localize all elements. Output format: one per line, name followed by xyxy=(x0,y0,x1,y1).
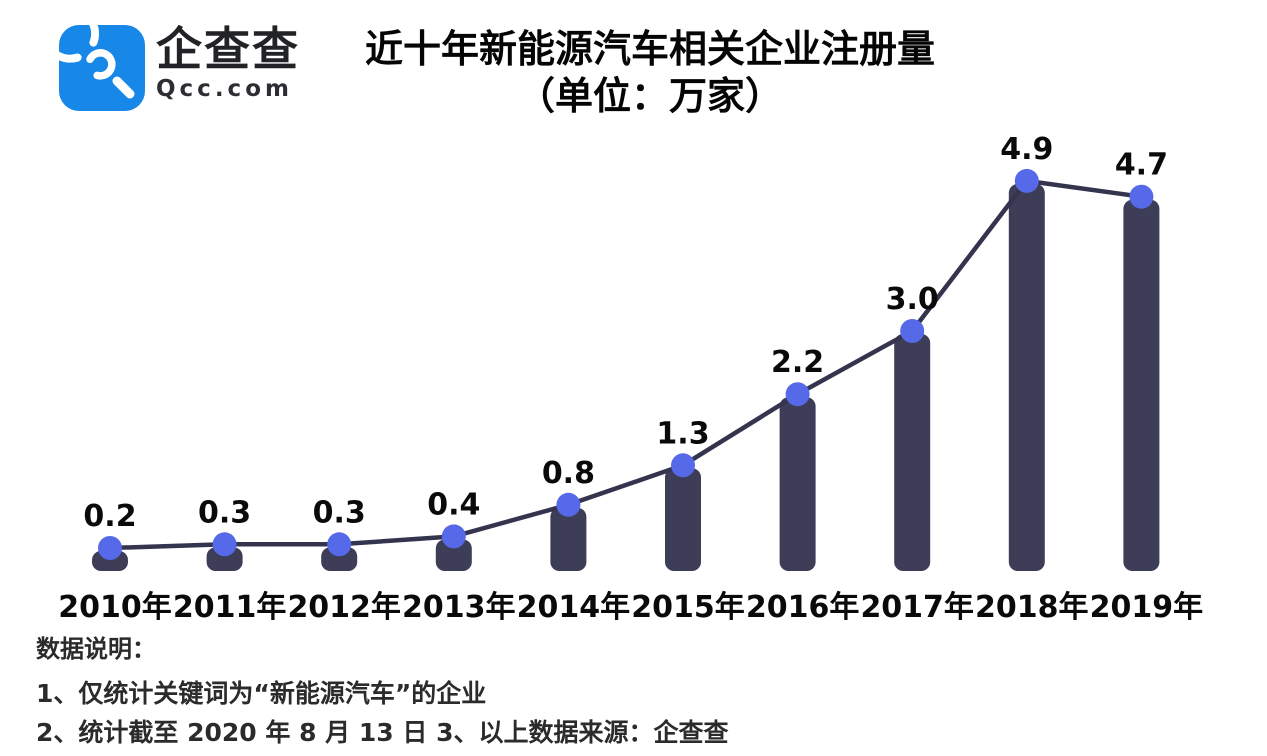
data-point xyxy=(441,524,466,549)
data-point xyxy=(212,532,237,557)
logo-handle xyxy=(112,76,135,99)
x-tick-label: 2014年 xyxy=(517,590,631,625)
logo-text: 企查查 Qcc.com xyxy=(156,26,300,102)
x-tick-label: 2016年 xyxy=(746,590,860,625)
data-point xyxy=(98,536,122,560)
x-tick-label: 2013年 xyxy=(402,590,516,625)
bar xyxy=(92,551,128,571)
bar xyxy=(1123,199,1160,571)
bar xyxy=(1008,183,1045,571)
x-tick-label: 2018年 xyxy=(975,590,1089,625)
data-point xyxy=(1014,168,1039,193)
brand-domain: Qcc.com xyxy=(156,76,293,102)
bar xyxy=(321,547,358,571)
logo-outer-c xyxy=(58,24,100,63)
logo-inner-c xyxy=(86,49,116,80)
value-label: 0.2 xyxy=(83,499,136,534)
qcc-logo: 企查查 Qcc.com xyxy=(58,24,300,112)
bar xyxy=(779,397,816,571)
value-label: 3.0 xyxy=(886,282,939,317)
data-point xyxy=(1129,184,1154,209)
x-tick-label: 2019年 xyxy=(1090,590,1204,625)
x-tick-label: 2012年 xyxy=(287,590,401,625)
value-label: 0.8 xyxy=(542,456,595,491)
bar xyxy=(665,468,701,571)
value-label: 4.7 xyxy=(1115,148,1168,183)
bar xyxy=(435,539,472,571)
value-label: 0.4 xyxy=(427,487,480,522)
data-point xyxy=(671,453,695,478)
notes-line-2: 2、统计截至 2020 年 8 月 13 日 3、以上数据来源：企查查 xyxy=(36,718,729,747)
value-label: 0.3 xyxy=(198,495,251,530)
chart-title-line1: 近十年新能源汽车相关企业注册量 xyxy=(364,27,935,71)
notes-line-1: 1、仅统计关键词为“新能源汽车”的企业 xyxy=(36,679,487,708)
chart-title-line2: （单位：万家） xyxy=(516,74,783,118)
trend-line xyxy=(107,178,1144,551)
notes-heading: 数据说明： xyxy=(36,635,156,663)
x-tick-label: 2015年 xyxy=(631,590,745,625)
x-tick-label: 2011年 xyxy=(173,590,287,625)
brand-name: 企查查 xyxy=(156,22,300,76)
x-tick-label: 2017年 xyxy=(860,590,974,625)
data-point xyxy=(785,382,810,407)
bar xyxy=(206,547,243,571)
x-tick-label: 2010年 xyxy=(58,590,172,625)
data-point xyxy=(556,492,581,517)
bar xyxy=(894,334,931,571)
data-notes: 数据说明： 1、仅统计关键词为“新能源汽车”的企业 2、统计截至 2020 年 … xyxy=(36,634,728,752)
value-label: 2.2 xyxy=(771,345,824,380)
chart-title-block: 近十年新能源汽车相关企业注册量 （单位：万家） xyxy=(320,26,980,120)
value-label: 0.3 xyxy=(313,495,366,530)
qcc-logo-icon xyxy=(58,24,145,111)
data-point xyxy=(900,319,925,343)
value-label: 4.9 xyxy=(1000,132,1053,167)
bar xyxy=(550,507,587,571)
data-point xyxy=(327,532,352,557)
value-label: 1.3 xyxy=(656,416,709,451)
